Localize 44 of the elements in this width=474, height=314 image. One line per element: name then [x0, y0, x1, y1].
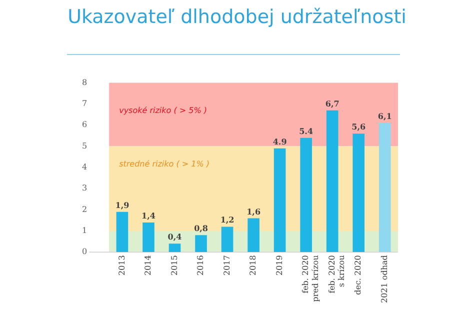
data-label: 5.4 — [299, 126, 314, 136]
bar — [378, 123, 391, 252]
data-label: 6,7 — [325, 98, 340, 108]
bar — [274, 148, 286, 252]
data-label: 0,8 — [194, 223, 208, 234]
chart-title: Ukazovateľ dlhodobej udržateľnosti — [66, 6, 408, 28]
x-tick-label: dec. 2020 — [354, 255, 363, 295]
x-tick-label: 2015 — [170, 255, 179, 276]
bar — [195, 235, 207, 252]
x-tick-label: 2019 — [274, 255, 284, 276]
bar — [248, 218, 260, 252]
bar — [168, 244, 181, 252]
x-tick-label: 2016 — [196, 255, 206, 276]
data-label: 1,2 — [220, 214, 234, 225]
data-label: 1,6 — [246, 206, 261, 216]
bar — [221, 226, 234, 252]
bar — [116, 212, 128, 252]
y-tick-label: 3 — [82, 184, 88, 193]
y-tick-label: 7 — [82, 99, 88, 108]
bar — [326, 110, 338, 252]
bar — [300, 138, 312, 252]
band-label: vysoké riziko ( > 5% ) — [119, 106, 207, 115]
x-tick-label: 2017 — [222, 255, 232, 276]
y-tick-label: 0 — [82, 247, 88, 256]
y-tick-label: 2 — [82, 204, 88, 214]
data-label: 1,9 — [115, 200, 130, 210]
x-tick-label: 2013 — [117, 255, 126, 276]
x-tick-label: 2018 — [248, 255, 258, 276]
y-tick-label: 1 — [82, 226, 88, 236]
x-tick-label: 2021 odhad — [380, 255, 389, 304]
bar — [142, 222, 154, 252]
y-tick-label: 5 — [82, 141, 88, 150]
x-tick-label: feb. 2020 pred krízou — [301, 255, 320, 302]
data-label: 4.9 — [272, 136, 288, 146]
y-tick-label: 8 — [82, 78, 88, 87]
x-tick-label: 2014 — [144, 255, 153, 276]
bar — [352, 134, 365, 252]
y-tick-label: 6 — [82, 120, 88, 130]
data-label: 6,1 — [378, 111, 392, 122]
band-label: stredné riziko ( > 1% ) — [119, 159, 210, 168]
data-label: 1,4 — [142, 210, 156, 220]
data-label: 5,6 — [352, 122, 366, 132]
y-tick-label: 4 — [82, 162, 88, 172]
data-label: 0,4 — [168, 232, 182, 242]
